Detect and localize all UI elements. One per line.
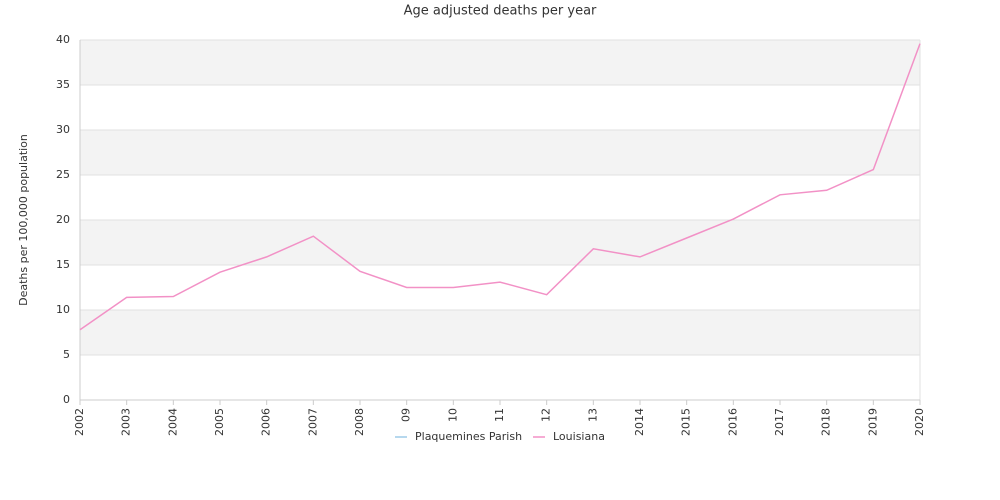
grid-band (80, 130, 920, 175)
grid-band (80, 40, 920, 85)
x-tick-label: 2006 (260, 408, 273, 436)
x-tick-label: 10 (446, 408, 459, 422)
y-tick-label: 10 (56, 303, 70, 316)
y-tick-label: 20 (56, 213, 70, 226)
x-tick-label: 2007 (306, 408, 319, 436)
y-tick-label: 40 (56, 33, 70, 46)
x-tick-label: 2002 (73, 408, 86, 436)
y-tick-label: 15 (56, 258, 70, 271)
x-tick-label: 11 (493, 408, 506, 422)
x-tick-label: 2018 (820, 408, 833, 436)
x-tick-label: 2014 (633, 408, 646, 436)
x-tick-label: 2019 (866, 408, 879, 436)
legend-label: Louisiana (553, 430, 605, 443)
x-tick-label: 2016 (726, 408, 739, 436)
y-tick-label: 5 (63, 348, 70, 361)
legend-label: Plaquemines Parish (415, 430, 522, 443)
y-axis-label: Deaths per 100,000 population (17, 134, 30, 306)
x-tick-label: 12 (540, 408, 553, 422)
x-tick-label: 13 (586, 408, 599, 422)
x-tick-label: 09 (400, 408, 413, 422)
x-tick-label: 2005 (213, 408, 226, 436)
x-tick-label: 2004 (166, 408, 179, 436)
chart-title: Age adjusted deaths per year (404, 4, 597, 19)
series-line (79, 43, 921, 331)
y-tick-label: 35 (56, 78, 70, 91)
y-tick-label: 25 (56, 168, 70, 181)
y-tick-label: 0 (63, 393, 70, 406)
grid-band (80, 310, 920, 355)
x-tick-label: 2017 (773, 408, 786, 436)
y-tick-label: 30 (56, 123, 70, 136)
x-tick-label: 2008 (353, 408, 366, 436)
x-tick-label: 2003 (120, 408, 133, 436)
x-tick-label: 2020 (913, 408, 926, 436)
grid-band (80, 220, 920, 265)
x-tick-label: 2015 (680, 408, 693, 436)
